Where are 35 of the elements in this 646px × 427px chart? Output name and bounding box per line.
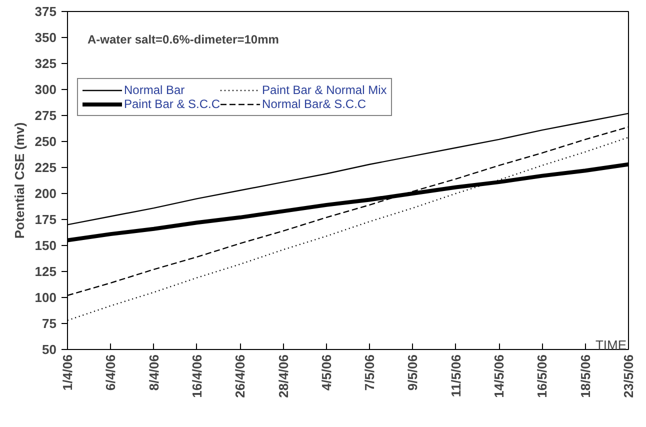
x-tick-label: 4/5/06	[318, 354, 334, 391]
y-axis-title: Potential CSE (mv)	[12, 122, 27, 239]
x-tick-label: 18/5/06	[578, 354, 593, 398]
legend-label: Normal Bar	[124, 83, 185, 97]
legend-label: Paint Bar & Normal Mix	[262, 83, 387, 97]
y-tick-label: 350	[34, 30, 57, 45]
y-tick-label: 200	[34, 186, 57, 201]
x-tick-label: 9/5/06	[405, 354, 420, 391]
x-tick-label: 1/4/06	[60, 354, 75, 391]
x-tick-label: 11/5/06	[448, 354, 464, 398]
x-tick-label: 16/4/06	[189, 354, 204, 398]
x-tick-label: 8/4/06	[146, 354, 162, 391]
y-tick-label: 150	[34, 238, 57, 253]
legend-label: Normal Bar& S.C.C	[262, 97, 366, 111]
y-tick-label: 225	[34, 160, 57, 175]
y-tick-label: 250	[34, 134, 57, 149]
y-tick-label: 375	[34, 4, 57, 19]
x-tick-label: 16/5/06	[534, 354, 550, 398]
y-tick-label: 100	[34, 290, 57, 305]
y-tick-label: 300	[34, 82, 57, 97]
legend-label: Paint Bar & S.C.C	[124, 97, 220, 111]
x-tick-label: 26/4/06	[232, 354, 248, 398]
y-tick-label: 125	[34, 264, 57, 279]
y-tick-label: 275	[34, 108, 57, 123]
y-tick-label: 50	[42, 342, 57, 357]
x-tick-label: 23/5/06	[621, 354, 636, 398]
x-tick-label: 28/4/06	[276, 354, 291, 398]
x-tick-label: 7/5/06	[362, 354, 378, 391]
x-axis-title: TIME	[595, 338, 627, 352]
x-tick-label: 14/5/06	[492, 354, 507, 398]
annotation: A-water salt=0.6%-dimeter=10mm	[88, 32, 279, 46]
y-tick-label: 175	[34, 212, 57, 227]
x-tick-label: 6/4/06	[103, 354, 118, 391]
y-tick-label: 75	[42, 316, 57, 331]
y-tick-label: 325	[34, 56, 57, 71]
